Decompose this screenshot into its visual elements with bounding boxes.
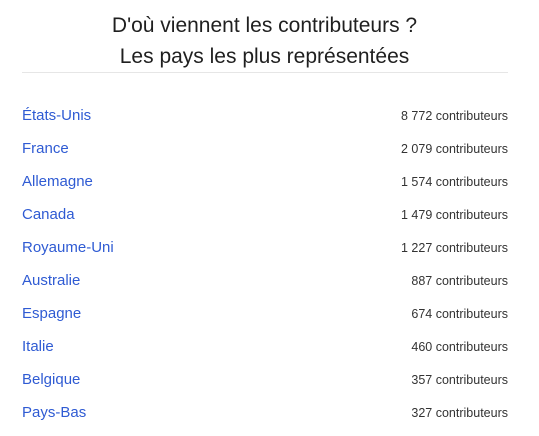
contributor-count: 357 contributeurs [411,372,508,387]
country-link-pays-bas[interactable]: Pays-Bas [22,404,87,421]
country-link-royaume-uni[interactable]: Royaume-Uni [22,239,114,256]
list-item: Royaume-Uni 1 227 contributeurs [22,231,508,264]
country-link-france[interactable]: France [22,140,69,157]
page-title: D'où viennent les contributeurs ? Les pa… [0,10,529,72]
contributor-count: 887 contributeurs [411,273,508,288]
title-divider [22,72,508,73]
contributor-count: 8 772 contributeurs [400,108,508,123]
list-item: États-Unis 8 772 contributeurs [22,99,508,132]
list-item: Pays-Bas 327 contributeurs [22,396,508,429]
contributor-count: 2 079 contributeurs [400,141,508,156]
contributor-count: 1 574 contributeurs [400,174,508,189]
country-link-espagne[interactable]: Espagne [22,305,82,322]
list-item: France 2 079 contributeurs [22,132,508,165]
country-link-etats-unis[interactable]: États-Unis [22,107,92,124]
contributor-count: 327 contributeurs [411,405,508,420]
country-link-australie[interactable]: Australie [22,272,81,289]
country-link-belgique[interactable]: Belgique [22,371,81,388]
country-link-allemagne[interactable]: Allemagne [22,173,93,190]
list-item: Espagne 674 contributeurs [22,297,508,330]
contributor-count: 460 contributeurs [411,339,508,354]
title-line-1: D'où viennent les contributeurs ? [111,14,418,37]
country-list: États-Unis 8 772 contributeurs France 2 … [22,99,508,429]
title-line-2: Les pays les plus représentées [119,45,410,68]
list-item: Belgique 357 contributeurs [22,363,508,396]
country-link-italie[interactable]: Italie [22,338,54,355]
list-item: Allemagne 1 574 contributeurs [22,165,508,198]
list-item: Canada 1 479 contributeurs [22,198,508,231]
list-item: Italie 460 contributeurs [22,330,508,363]
contributor-count: 674 contributeurs [411,306,508,321]
contributor-count: 1 227 contributeurs [400,240,508,255]
contributor-count: 1 479 contributeurs [400,207,508,222]
list-item: Australie 887 contributeurs [22,264,508,297]
country-link-canada[interactable]: Canada [22,206,75,223]
